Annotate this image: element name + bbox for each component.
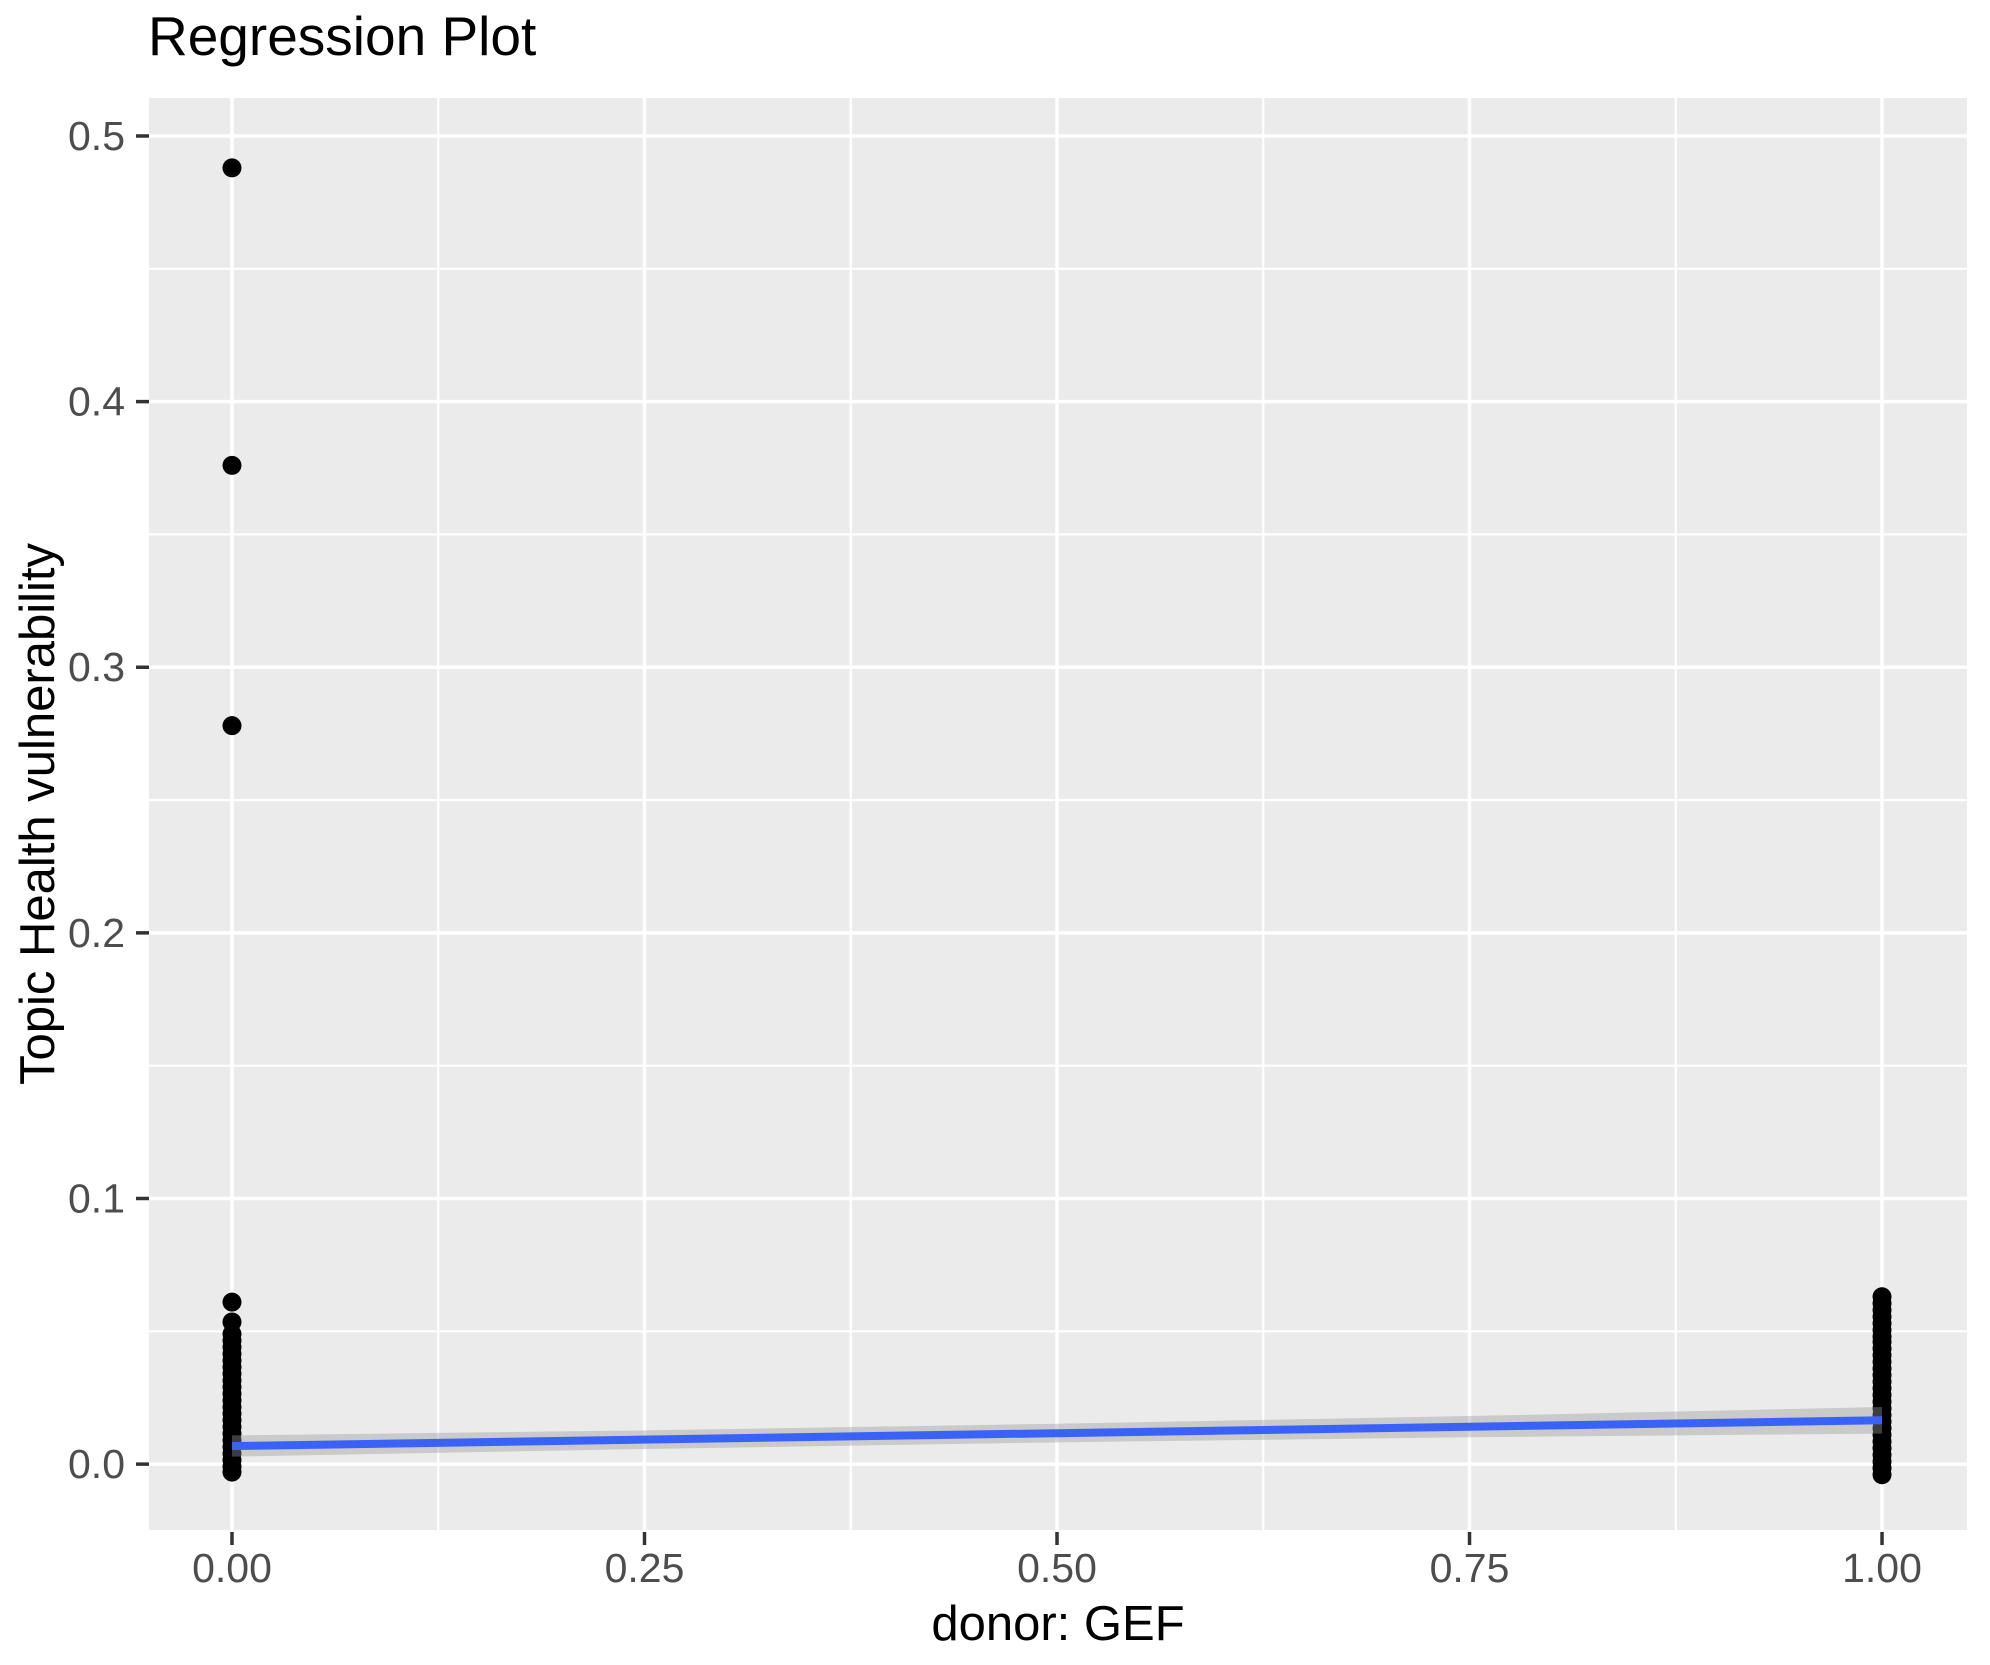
data-point (222, 1462, 242, 1482)
y-tick-label: 0.3 (68, 644, 125, 690)
x-tick-label: 0.75 (1430, 1545, 1510, 1591)
x-tick-label: 0.50 (1017, 1545, 1097, 1591)
x-tick-label: 1.00 (1842, 1545, 1922, 1591)
data-point (222, 158, 242, 178)
y-tick-label: 0.0 (68, 1441, 125, 1487)
y-tick-label: 0.5 (68, 113, 125, 159)
data-point (222, 716, 242, 736)
data-point (1872, 1465, 1892, 1485)
x-axis-title: donor: GEF (931, 1597, 1185, 1651)
data-point (222, 455, 242, 475)
regression-line (231, 1416, 1883, 1451)
y-axis-title: Topic Health vulnerability (11, 543, 65, 1085)
x-tick-label: 0.25 (605, 1545, 685, 1591)
x-tick-label: 0.00 (192, 1545, 272, 1591)
y-tick-label: 0.4 (68, 379, 125, 425)
y-tick-label: 0.1 (68, 1175, 125, 1221)
data-point (222, 1292, 242, 1312)
y-tick-label: 0.2 (68, 910, 125, 956)
plot-title: Regression Plot (148, 5, 537, 67)
